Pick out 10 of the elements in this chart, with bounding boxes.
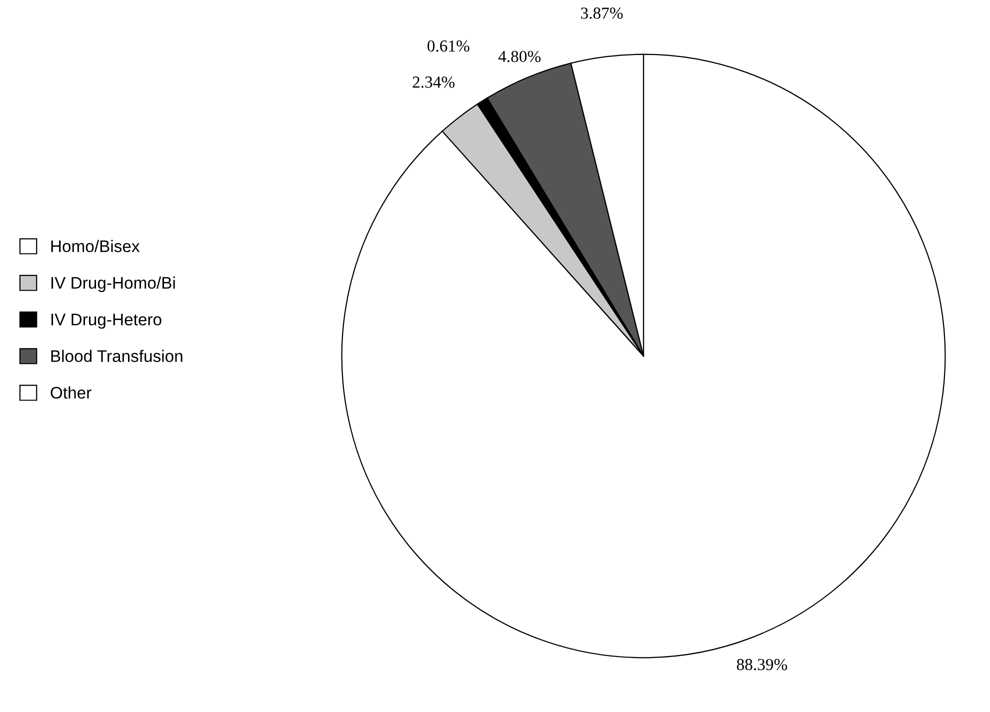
legend-label: IV Drug-Homo/Bi bbox=[51, 276, 175, 292]
data-label: 2.34% bbox=[412, 76, 455, 88]
data-label: 0.61% bbox=[428, 40, 470, 52]
data-label: 3.87% bbox=[581, 8, 623, 19]
legend-label: Blood Transfusion bbox=[51, 350, 182, 362]
legend-label: IV Drug-Hetero bbox=[51, 314, 162, 329]
legend-label: Other bbox=[50, 386, 92, 399]
data-label: 88.39% bbox=[736, 658, 788, 670]
legend-label: Homo/Bisex bbox=[51, 240, 140, 252]
data-label: 4.80% bbox=[498, 50, 541, 62]
